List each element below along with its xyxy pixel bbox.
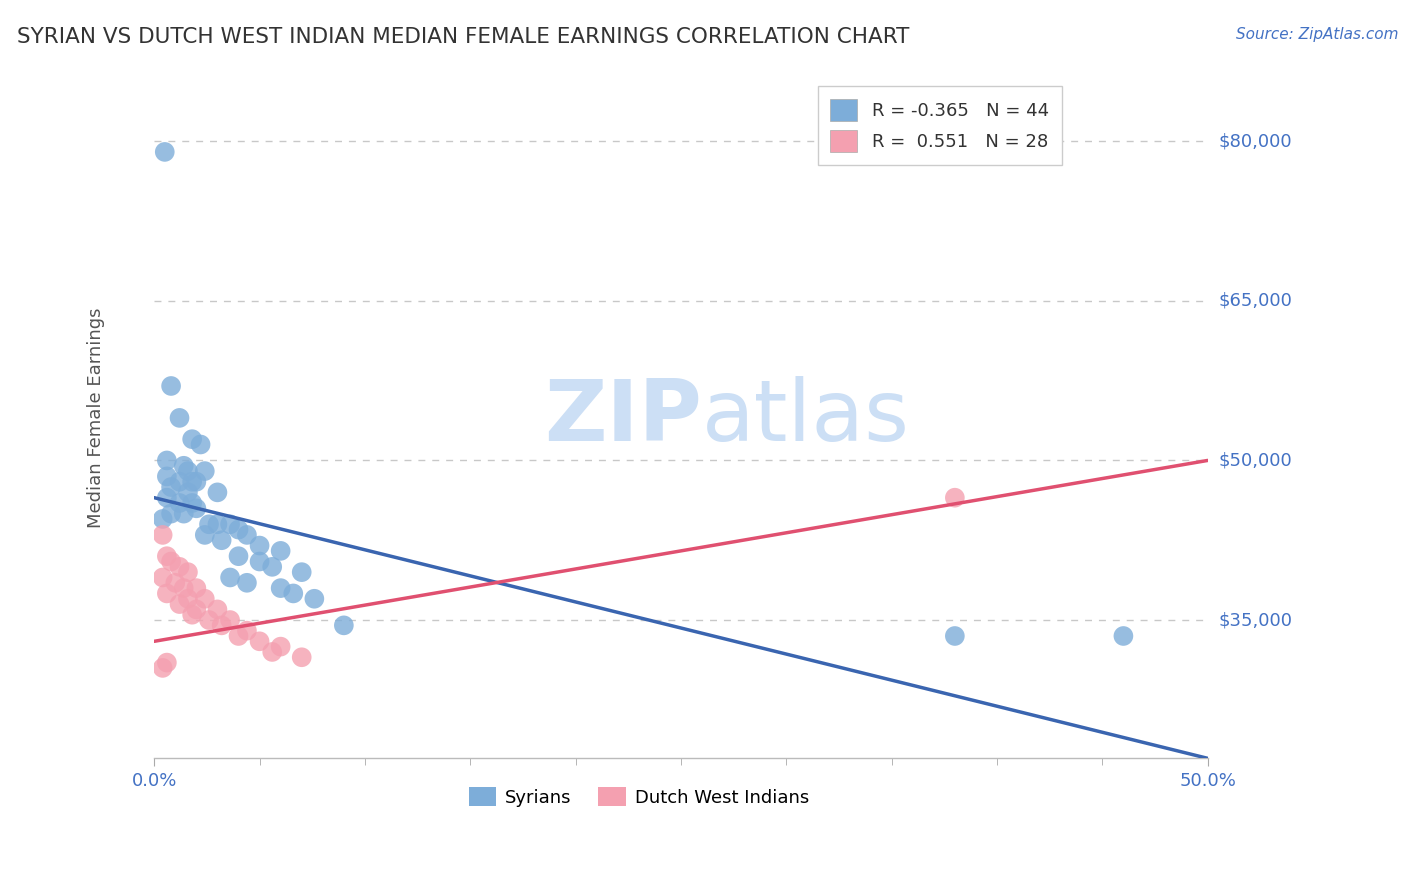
Text: $50,000: $50,000 [1218, 451, 1292, 469]
Point [160, 507, 183, 521]
Point [943, 491, 966, 505]
Point [304, 591, 326, 606]
Point [194, 464, 217, 478]
Point [156, 453, 179, 467]
Point [270, 640, 292, 654]
Point [186, 581, 208, 595]
Point [169, 597, 191, 611]
Point [152, 512, 174, 526]
Point [207, 517, 229, 532]
Point [249, 634, 271, 648]
Point [177, 464, 200, 478]
Point [186, 602, 208, 616]
Point [181, 496, 204, 510]
Point [211, 533, 233, 548]
Point [152, 570, 174, 584]
Point [291, 565, 314, 579]
Point [228, 549, 250, 564]
Point [262, 559, 284, 574]
Point [236, 575, 259, 590]
Text: Median Female Earnings: Median Female Earnings [87, 308, 105, 528]
Legend: Syrians, Dutch West Indians: Syrians, Dutch West Indians [461, 780, 815, 814]
Point [173, 458, 195, 473]
Point [198, 517, 221, 532]
Text: $80,000: $80,000 [1218, 132, 1292, 150]
Point [283, 586, 305, 600]
Point [152, 661, 174, 675]
Point [291, 650, 314, 665]
Point [270, 581, 292, 595]
Point [169, 410, 191, 425]
Point [194, 528, 217, 542]
Point [169, 475, 191, 489]
Point [177, 591, 200, 606]
Point [156, 586, 179, 600]
Point [236, 528, 259, 542]
Point [181, 432, 204, 446]
Point [169, 559, 191, 574]
Point [181, 607, 204, 622]
Point [156, 491, 179, 505]
Text: atlas: atlas [702, 376, 910, 459]
Point [160, 555, 183, 569]
Point [249, 539, 271, 553]
Point [169, 496, 191, 510]
Point [333, 618, 356, 632]
Point [198, 613, 221, 627]
Point [190, 437, 212, 451]
Point [270, 544, 292, 558]
Point [194, 591, 217, 606]
Point [156, 469, 179, 483]
Point [156, 656, 179, 670]
Point [207, 602, 229, 616]
Point [228, 629, 250, 643]
Point [249, 555, 271, 569]
Point [160, 379, 183, 393]
Point [219, 517, 242, 532]
Point [186, 501, 208, 516]
Point [160, 480, 183, 494]
Text: Source: ZipAtlas.com: Source: ZipAtlas.com [1236, 27, 1399, 42]
Point [152, 528, 174, 542]
Point [156, 549, 179, 564]
Point [219, 570, 242, 584]
Point [219, 613, 242, 627]
Point [262, 645, 284, 659]
Text: SYRIAN VS DUTCH WEST INDIAN MEDIAN FEMALE EARNINGS CORRELATION CHART: SYRIAN VS DUTCH WEST INDIAN MEDIAN FEMAL… [17, 27, 910, 46]
Text: $35,000: $35,000 [1218, 611, 1292, 629]
Point [186, 475, 208, 489]
Text: $65,000: $65,000 [1218, 292, 1292, 310]
Point [1112, 629, 1135, 643]
Point [236, 624, 259, 638]
Point [173, 507, 195, 521]
Point [153, 145, 176, 159]
Point [943, 629, 966, 643]
Point [177, 565, 200, 579]
Point [173, 581, 195, 595]
Text: ZIP: ZIP [544, 376, 702, 459]
Point [181, 475, 204, 489]
Point [177, 485, 200, 500]
Point [211, 618, 233, 632]
Point [165, 575, 187, 590]
Point [228, 523, 250, 537]
Point [207, 485, 229, 500]
